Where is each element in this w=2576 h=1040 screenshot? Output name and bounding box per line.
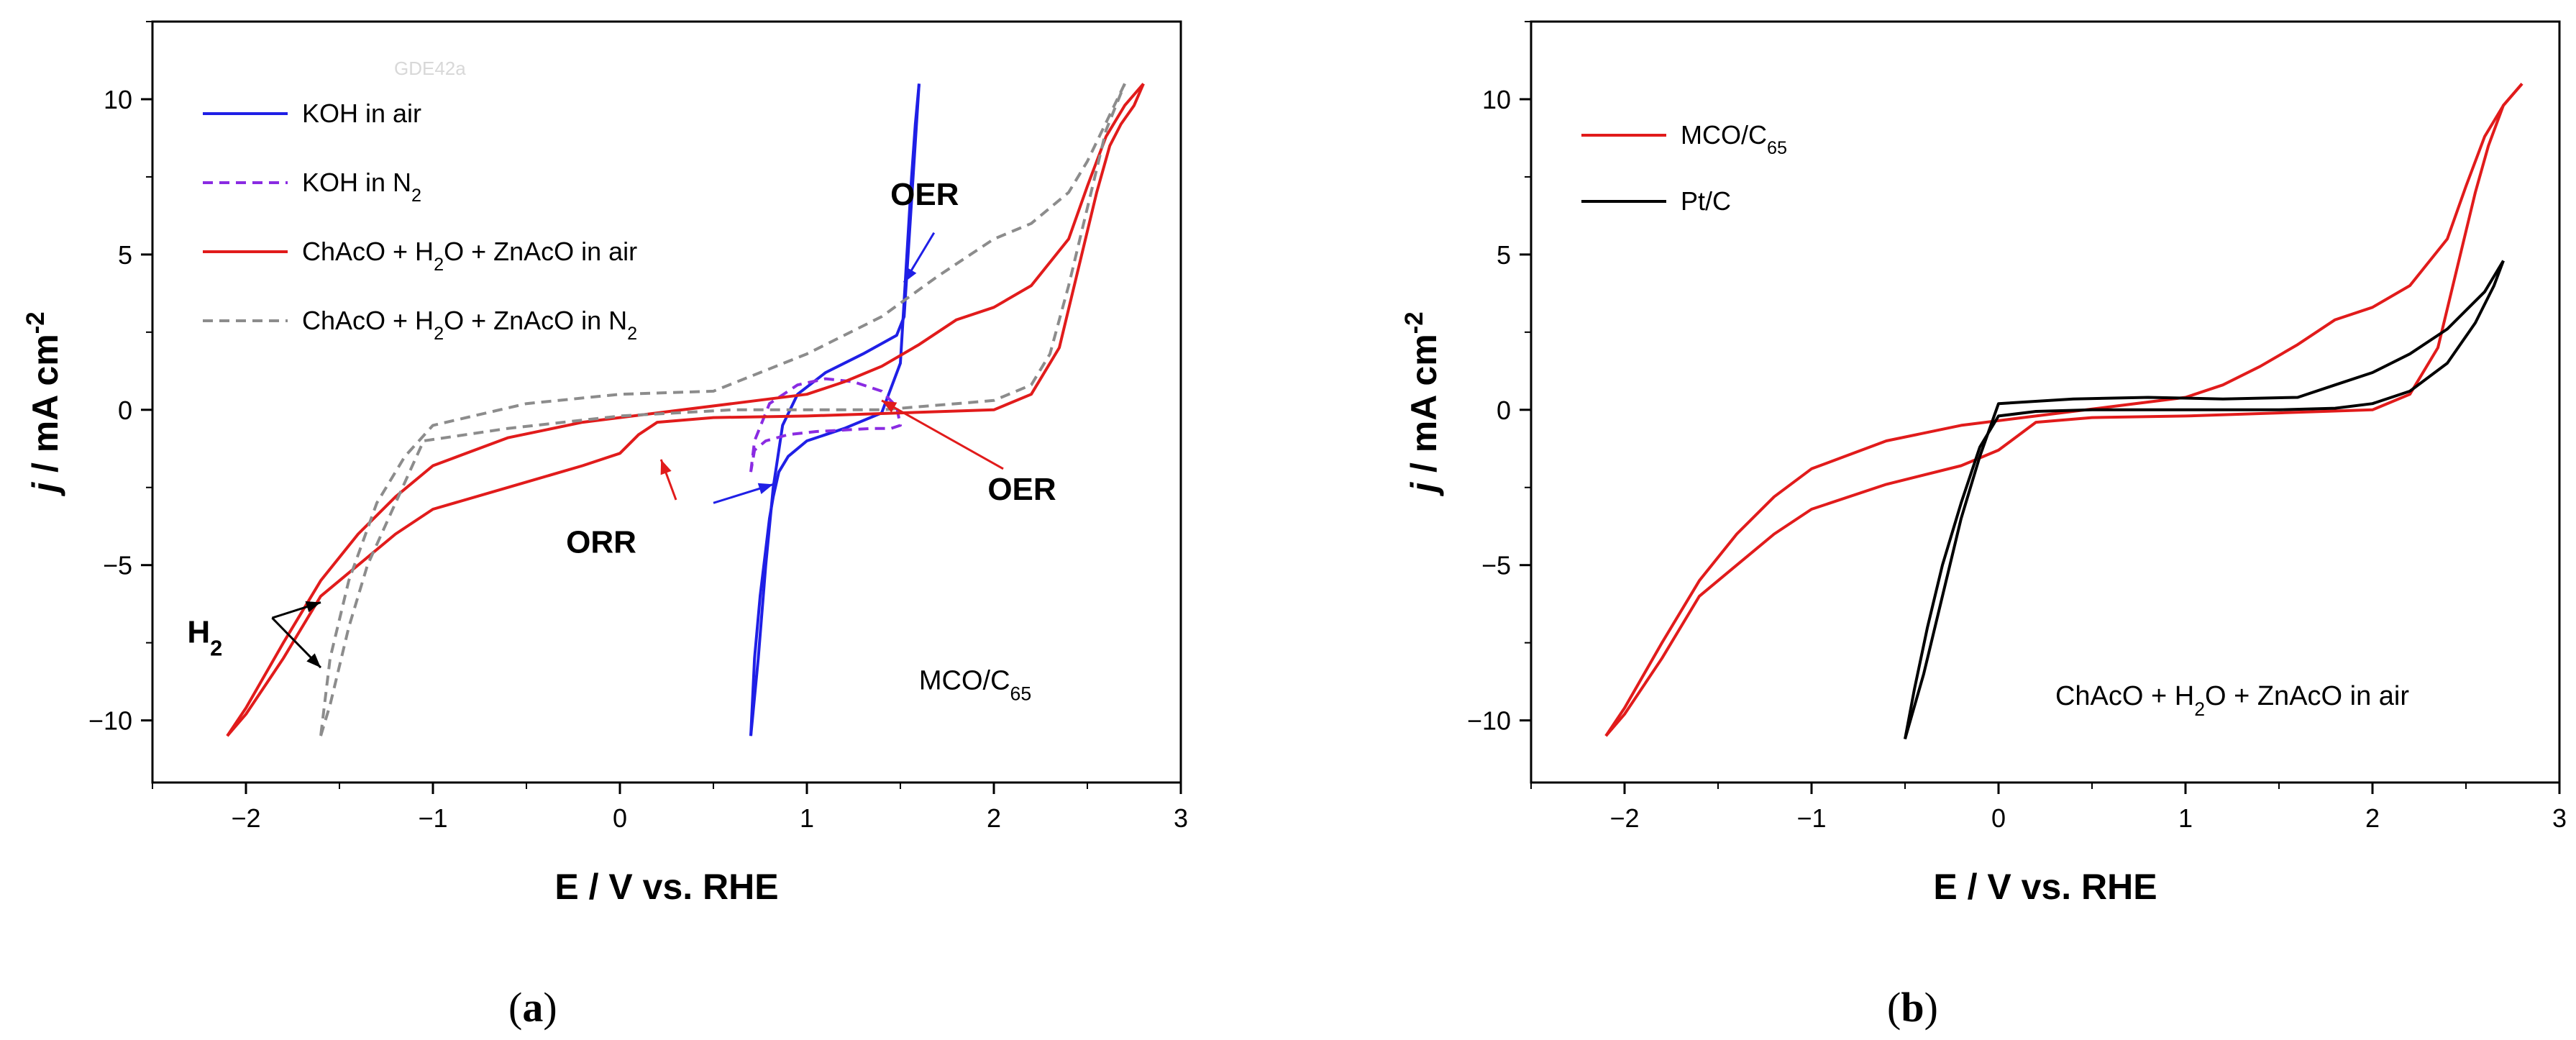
series-line — [226, 83, 1145, 737]
x-tick-label: 3 — [1174, 803, 1188, 833]
series-line — [319, 83, 1126, 736]
panel-label: (b) — [1887, 984, 1938, 1031]
y-tick-label: 5 — [118, 240, 132, 270]
series-group — [226, 83, 1145, 737]
plot-frame — [151, 20, 1182, 784]
legend-entry: ChAcO + H2O + ZnAcO in air — [302, 237, 637, 275]
legend-entry: KOH in air — [302, 99, 421, 128]
x-tick-label: −2 — [1609, 803, 1639, 833]
legend-entry: KOH in N2 — [302, 168, 421, 206]
x-tick-label: 3 — [2552, 803, 2567, 833]
x-tick-label: 1 — [800, 803, 814, 833]
series-line — [1904, 260, 2505, 740]
y-tick-label: −10 — [1467, 706, 1511, 736]
series-line — [1904, 260, 2505, 739]
plot-frame — [1530, 20, 2561, 784]
x-axis-title: E / V vs. RHE — [1933, 867, 2157, 907]
annotation-label: OER — [987, 472, 1056, 507]
x-tick-label: 2 — [987, 803, 1001, 833]
x-tick-label: 2 — [2365, 803, 2380, 833]
y-tick-label: −10 — [88, 706, 132, 736]
annotation-label: OER — [890, 177, 959, 212]
series-line — [749, 377, 902, 473]
y-tick-label: −5 — [103, 551, 132, 580]
y-tick-label: 10 — [104, 85, 132, 114]
arrow-head — [305, 601, 321, 613]
arrow-head — [306, 653, 321, 668]
y-tick-label: 10 — [1482, 85, 1511, 114]
x-tick-label: 1 — [2178, 803, 2193, 833]
legend-entry: MCO/C65 — [1681, 120, 1787, 158]
legend-entry: ChAcO + H2O + ZnAcO in N2 — [302, 306, 637, 344]
x-tick-label: −1 — [1796, 803, 1826, 833]
y-axis-title-group: j / mA cm-2 — [22, 311, 66, 497]
arrow-head — [757, 483, 774, 495]
annotation-label: ORR — [566, 524, 636, 560]
sample-label: MCO/C65 — [919, 665, 1031, 704]
y-axis-title: j / mA cm-2 — [1400, 311, 1445, 497]
watermark-text: GDE42a — [394, 58, 466, 79]
y-tick-label: 5 — [1497, 240, 1511, 270]
series-line — [1604, 83, 2524, 737]
arrow-head — [904, 267, 917, 283]
y-axis-title-group: j / mA cm-2 — [1400, 311, 1445, 497]
y-tick-label: 0 — [118, 396, 132, 425]
x-tick-label: −2 — [231, 803, 260, 833]
y-axis-title: j / mA cm-2 — [22, 311, 66, 497]
y-tick-label: 0 — [1497, 396, 1511, 425]
x-tick-label: −1 — [418, 803, 447, 833]
x-tick-label: 0 — [613, 803, 627, 833]
x-tick-label: 0 — [1991, 803, 2006, 833]
x-axis-title: E / V vs. RHE — [554, 867, 778, 907]
annotation-label: H2 — [187, 615, 222, 661]
series-group — [1604, 83, 2524, 740]
condition-label: ChAcO + H2O + ZnAcO in air — [2055, 681, 2409, 720]
arrow-head — [882, 400, 898, 413]
legend-entry: Pt/C — [1681, 186, 1731, 216]
arrow-head — [660, 459, 672, 475]
y-tick-label: −5 — [1481, 551, 1511, 580]
series-line — [319, 83, 1126, 736]
panel-label: (a) — [508, 984, 557, 1031]
annotation-arrow — [881, 399, 1004, 470]
